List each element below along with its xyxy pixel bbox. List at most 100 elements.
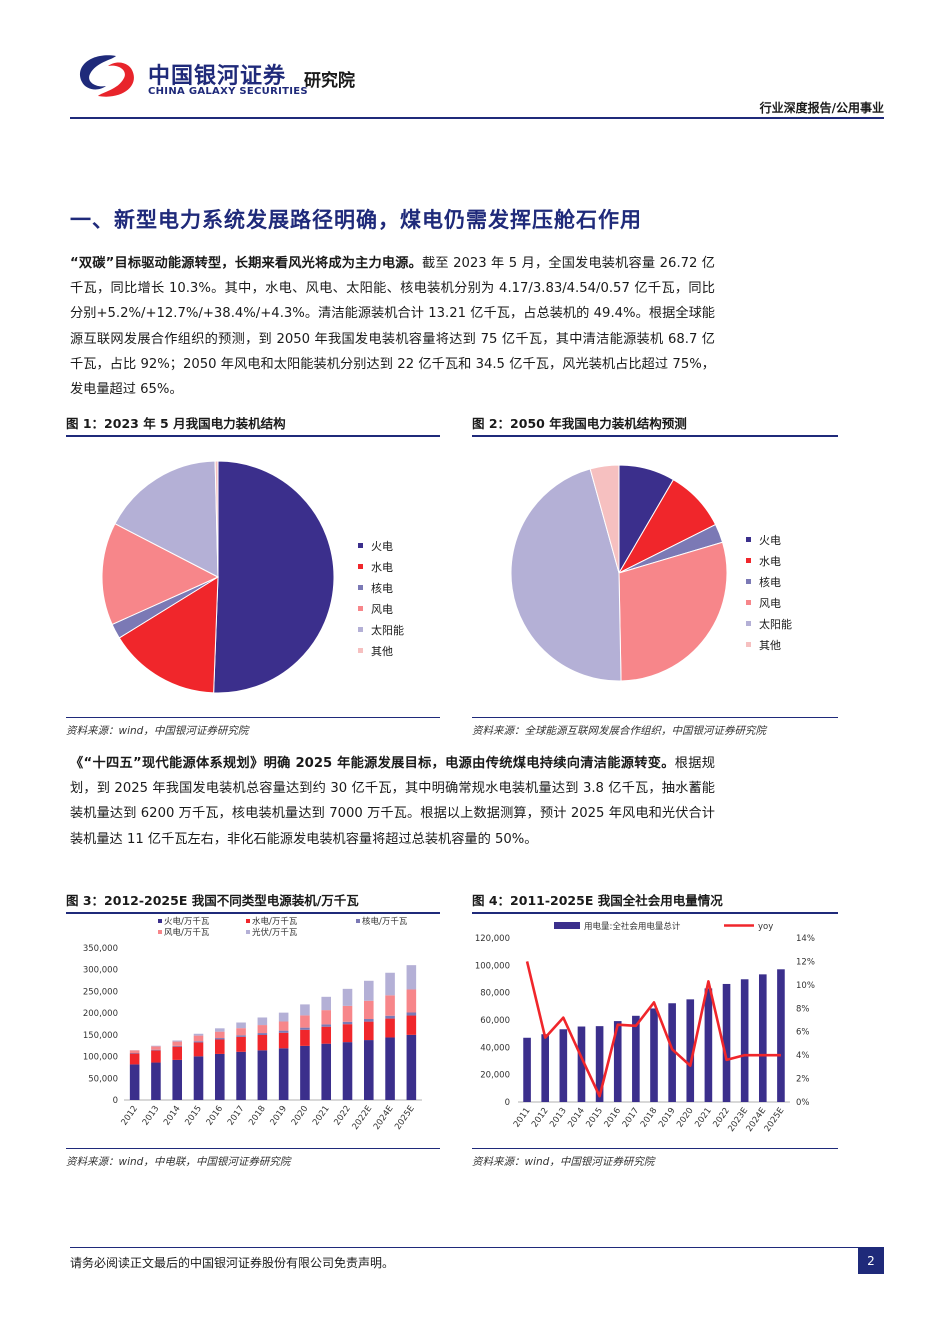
- legend-label: 核电: [759, 575, 781, 589]
- y-right-tick-label: 4%: [796, 1051, 810, 1061]
- legend-swatch: [358, 606, 363, 611]
- legend-swatch: [746, 621, 751, 626]
- bar-segment-3: [257, 1025, 268, 1034]
- figure-4-source: 资料来源：wind，中国银河证券研究院: [472, 1156, 655, 1168]
- x-tick-label: 2014: [566, 1106, 587, 1129]
- bar-segment-3: [236, 1028, 246, 1036]
- figure-4-top-rule: [472, 912, 838, 914]
- bar-segment-4: [321, 996, 332, 1011]
- paragraph-2-lead: 《“十四五”现代能源体系规划》明确 2025 年能源发展目标，电源由传统煤电持续…: [70, 756, 675, 771]
- bar-segment-2: [172, 1045, 183, 1047]
- x-tick-label: 2021: [693, 1106, 714, 1129]
- bar-segment-2: [342, 1021, 353, 1025]
- legend-item: 水电: [746, 550, 792, 571]
- bar-segment-4: [385, 972, 395, 996]
- legend-label: 火电/万千瓦: [164, 916, 210, 927]
- bar-segment-2: [257, 1033, 268, 1036]
- legend-label: 太阳能: [759, 617, 792, 631]
- galaxy-logo-icon: [80, 55, 134, 97]
- bar-segment-1: [151, 1050, 161, 1063]
- figure-1-legend: 火电 水电 核电 风电 太阳能 其他: [358, 535, 404, 661]
- legend-swatch: [746, 558, 751, 563]
- figure-4-bar-line-chart: 0 20,000 40,000 60,000 80,000 100,000 120,000 0…: [475, 921, 815, 1134]
- bar-segment-0: [385, 1037, 395, 1100]
- pie-slice-5: [589, 464, 620, 574]
- bar-segment-3: [278, 1021, 289, 1031]
- pie-slice-5: [214, 460, 219, 578]
- paragraph-1-lead: “双碳”目标驱动能源转型，长期来看风光将成为主力电源。: [70, 256, 422, 271]
- x-tick-label: 2022E: [351, 1104, 375, 1132]
- legend-swatch: [746, 642, 751, 647]
- y-left-tick-label: 60,000: [480, 1016, 510, 1026]
- figure-3-stacked-bar-chart: 0 50,000 100,000 150,000 200,000 250,000 300,0…: [83, 916, 422, 1132]
- x-tick-label: 2025E: [393, 1104, 417, 1132]
- y-left-tick-label: 40,000: [480, 1043, 510, 1053]
- figure-1-pie-chart: [101, 460, 335, 694]
- legend-label: 其他: [371, 644, 393, 658]
- legend-label: 水电/万千瓦: [252, 916, 298, 927]
- legend-swatch: [554, 922, 580, 929]
- bar-segment-0: [257, 1050, 268, 1100]
- figure-2-bottom-rule: [472, 717, 838, 718]
- legend-item: 太阳能: [746, 613, 792, 634]
- bar-segment-4: [363, 980, 374, 1001]
- bar-segment-1: [385, 1018, 395, 1038]
- bar-segment-2: [278, 1030, 289, 1033]
- bar-segment-3: [129, 1050, 140, 1054]
- x-tick-label: 2017: [621, 1106, 642, 1129]
- consumption-bar: [777, 969, 785, 1102]
- consumption-bar: [577, 1026, 586, 1102]
- legend-swatch: [358, 648, 363, 653]
- bar-segment-2: [406, 1012, 417, 1016]
- legend-label: 其他: [759, 638, 781, 652]
- legend-label: 光伏/万千瓦: [252, 927, 298, 938]
- bar-segment-4: [406, 965, 417, 990]
- x-tick-label: 2014: [162, 1104, 183, 1127]
- figure-3-top-rule: [66, 912, 440, 914]
- y-tick-label: 200,000: [83, 1009, 118, 1019]
- x-tick-label: 2011: [512, 1106, 533, 1129]
- bar-segment-3: [321, 1010, 332, 1025]
- bar-segment-3: [214, 1031, 225, 1039]
- y-left-tick-label: 80,000: [480, 989, 510, 999]
- consumption-bar: [722, 983, 731, 1102]
- x-tick-label: 2024E: [372, 1104, 396, 1132]
- y-left-tick-label: 100,000: [475, 961, 510, 971]
- y-right-tick-label: 2%: [796, 1075, 810, 1085]
- x-tick-label: 2019: [268, 1104, 289, 1127]
- bar-segment-1: [321, 1026, 332, 1044]
- legend-label: 水电: [371, 560, 393, 574]
- bar-segment-1: [257, 1035, 268, 1051]
- bar-segment-1: [300, 1029, 310, 1046]
- y-left-tick-label: 20,000: [480, 1071, 510, 1081]
- figure-2-top-rule: [472, 435, 838, 437]
- legend-swatch: [358, 585, 363, 590]
- legend-label: 核电/万千瓦: [362, 916, 408, 927]
- bar-segment-1: [342, 1024, 353, 1043]
- paragraph-2: 《“十四五”现代能源体系规划》明确 2025 年能源发展目标，电源由传统煤电持续…: [70, 751, 715, 852]
- y-right-tick-label: 14%: [796, 934, 815, 944]
- bar-segment-2: [321, 1024, 332, 1027]
- brand-name: 中国银河证券: [148, 64, 287, 89]
- bar-segment-3: [300, 1015, 310, 1028]
- bar-segment-1: [363, 1021, 374, 1041]
- bar-segment-1: [193, 1042, 204, 1057]
- paragraph-1: “双碳”目标驱动能源转型，长期来看风光将成为主力电源。截至 2023 年 5 月…: [70, 251, 715, 402]
- legend-label: 核电: [371, 581, 393, 595]
- bar-segment-4: [300, 1004, 310, 1016]
- legend-item: 其他: [358, 640, 404, 661]
- consumption-bar: [650, 1008, 658, 1102]
- figure-3-title: 图 3：2012-2025E 我国不同类型电源装机/万千瓦: [66, 893, 359, 908]
- consumption-bar: [541, 1034, 550, 1102]
- bar-segment-3: [363, 1000, 374, 1020]
- pie-slice-4: [114, 460, 219, 578]
- figure-2: 图 2：2050 年我国电力装机结构预测 火电 水电 核电 风电 太阳能 其他 资料来源：…: [472, 413, 838, 738]
- figure-1-top-rule: [66, 435, 440, 437]
- x-tick-label: 2015: [183, 1104, 204, 1127]
- x-tick-label: 2013: [548, 1106, 569, 1129]
- consumption-bar: [686, 999, 695, 1102]
- legend-swatch: [246, 930, 250, 934]
- pie-slice-3: [618, 541, 728, 682]
- legend-item: 其他: [746, 634, 792, 655]
- figure-3-bottom-rule: [66, 1148, 440, 1149]
